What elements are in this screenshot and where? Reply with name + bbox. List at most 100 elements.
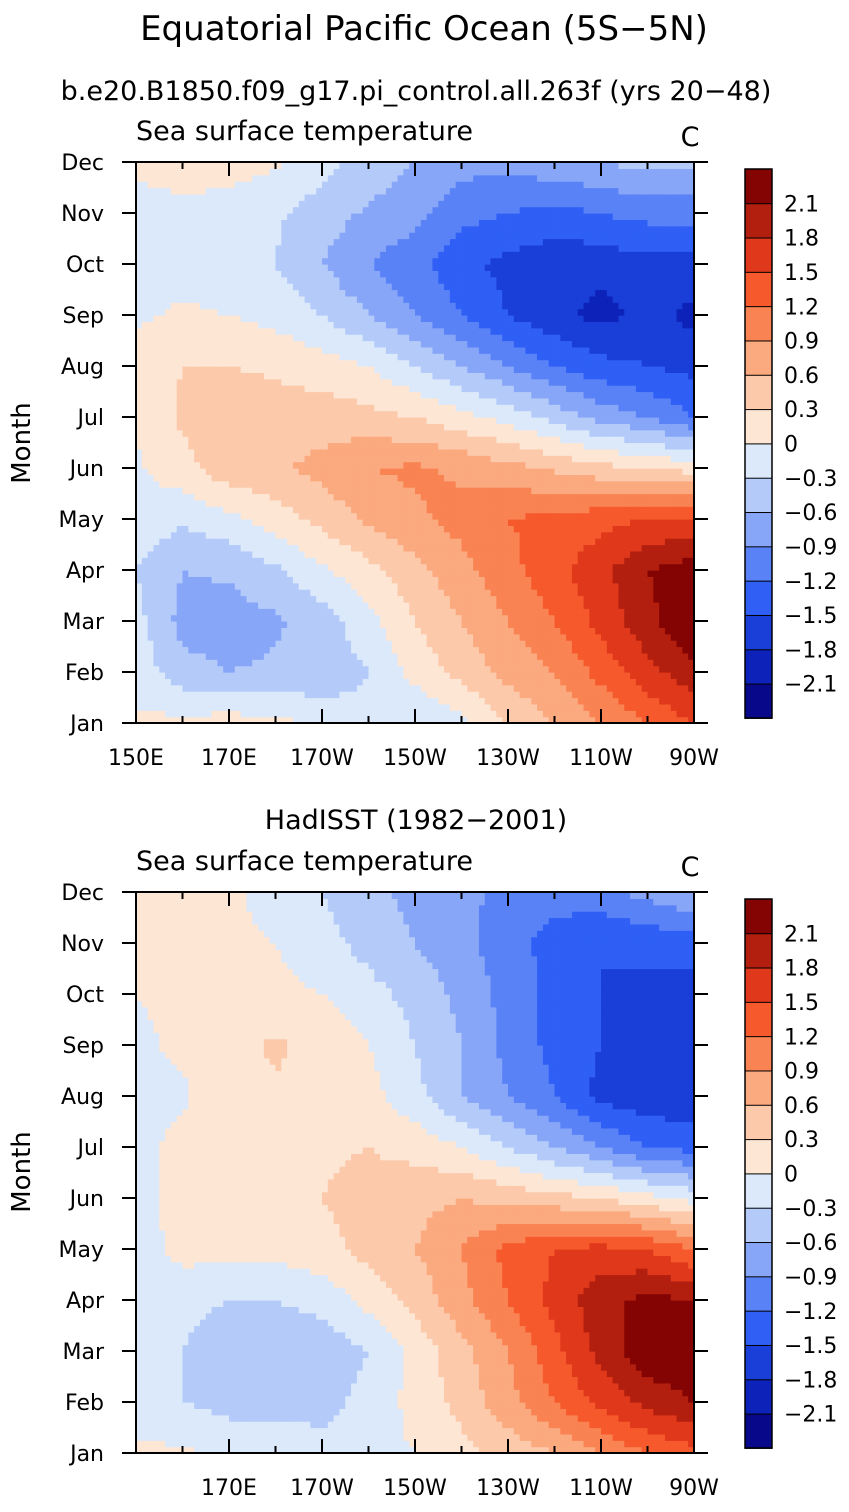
heatmap-cell: [235, 430, 241, 437]
heatmap-cell: [648, 449, 654, 456]
heatmap-cell: [403, 525, 409, 532]
heatmap-cell: [537, 494, 543, 501]
heatmap-cell: [595, 634, 601, 641]
heatmap-cell: [281, 443, 287, 450]
heatmap-cell: [566, 627, 572, 634]
heatmap-cell: [496, 634, 502, 641]
heatmap-cell: [223, 443, 229, 450]
heatmap-cell: [252, 691, 258, 698]
heatmap-cell: [636, 411, 642, 418]
heatmap-cell: [589, 698, 595, 705]
heatmap-cell: [613, 704, 619, 711]
heatmap-cell: [409, 494, 415, 501]
heatmap-cell: [607, 398, 613, 405]
heatmap-cell: [369, 462, 375, 469]
heatmap-cell: [479, 576, 485, 583]
heatmap-cell: [514, 659, 520, 666]
heatmap-cell: [560, 538, 566, 545]
heatmap-cell: [549, 513, 555, 520]
heatmap-cell: [648, 500, 654, 507]
heatmap-cell: [264, 487, 270, 494]
heatmap-cell: [270, 462, 276, 469]
heatmap-cell: [450, 443, 456, 450]
heatmap-cell: [217, 519, 223, 526]
heatmap-cell: [677, 481, 683, 488]
heatmap-cell: [514, 576, 520, 583]
heatmap-cell: [246, 468, 252, 475]
heatmap-cell: [183, 474, 189, 481]
heatmap-cell: [555, 653, 561, 660]
heatmap-cell: [566, 615, 572, 622]
heatmap-cell: [142, 691, 148, 698]
heatmap-cell: [653, 678, 659, 685]
heatmap-cell: [485, 538, 491, 545]
heatmap-cell: [508, 551, 514, 558]
heatmap-cell: [555, 666, 561, 673]
heatmap-cell: [345, 596, 351, 603]
heatmap-cell: [659, 710, 665, 717]
heatmap-cell: [682, 494, 688, 501]
heatmap-cell: [287, 417, 293, 424]
heatmap-cell: [508, 685, 514, 692]
heatmap-cell: [555, 627, 561, 634]
heatmap-cell: [502, 621, 508, 628]
heatmap-cell: [270, 621, 276, 628]
heatmap-cell: [339, 519, 345, 526]
heatmap-cell: [194, 551, 200, 558]
heatmap-cell: [287, 392, 293, 399]
heatmap-cell: [322, 691, 328, 698]
heatmap-cell: [485, 710, 491, 717]
heatmap-cell: [525, 634, 531, 641]
heatmap-cell: [153, 404, 159, 411]
heatmap-cell: [241, 685, 247, 692]
heatmap-cell: [281, 640, 287, 647]
heatmap-cell: [305, 474, 311, 481]
heatmap-cell: [432, 710, 438, 717]
heatmap-cell: [601, 474, 607, 481]
heatmap-cell: [648, 659, 654, 666]
heatmap-cell: [223, 449, 229, 456]
heatmap-cell: [305, 417, 311, 424]
heatmap-cell: [386, 672, 392, 679]
heatmap-cell: [287, 672, 293, 679]
heatmap-cell: [520, 685, 526, 692]
heatmap-cell: [235, 698, 241, 705]
heatmap-cell: [165, 532, 171, 539]
heatmap-cell: [392, 411, 398, 418]
heatmap-cell: [560, 589, 566, 596]
heatmap-cell: [549, 621, 555, 628]
heatmap-cell: [316, 538, 322, 545]
heatmap-cell: [334, 525, 340, 532]
heatmap-cell: [543, 545, 549, 552]
heatmap-cell: [421, 627, 427, 634]
heatmap-cell: [200, 468, 206, 475]
heatmap-cell: [520, 691, 526, 698]
heatmap-cell: [153, 392, 159, 399]
heatmap-cell: [479, 602, 485, 609]
heatmap-cell: [613, 525, 619, 532]
heatmap-cell: [246, 500, 252, 507]
heatmap-cell: [264, 570, 270, 577]
heatmap-cell: [432, 404, 438, 411]
heatmap-cell: [229, 659, 235, 666]
heatmap-cell: [601, 443, 607, 450]
heatmap-cell: [177, 627, 183, 634]
heatmap-cell: [514, 449, 520, 456]
heatmap-cell: [624, 589, 630, 596]
heatmap-cell: [380, 462, 386, 469]
heatmap-cell: [148, 621, 154, 628]
heatmap-cell: [630, 525, 636, 532]
heatmap-cell: [618, 525, 624, 532]
heatmap-cell: [264, 564, 270, 571]
heatmap-cell: [305, 462, 311, 469]
heatmap-cell: [677, 589, 683, 596]
heatmap-cell: [322, 589, 328, 596]
heatmap-cell: [339, 487, 345, 494]
heatmap-cell: [560, 640, 566, 647]
heatmap-cell: [549, 615, 555, 622]
heatmap-cell: [491, 449, 497, 456]
heatmap-cell: [206, 538, 212, 545]
heatmap-cell: [537, 430, 543, 437]
heatmap-cell: [206, 436, 212, 443]
heatmap-cell: [514, 570, 520, 577]
